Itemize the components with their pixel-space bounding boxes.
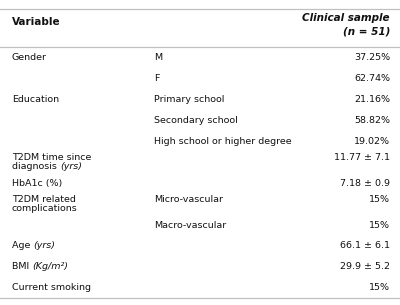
Text: Micro-vascular: Micro-vascular [154, 195, 223, 204]
Text: Secondary school: Secondary school [154, 116, 238, 125]
Text: Age: Age [12, 242, 33, 250]
Text: diagnosis: diagnosis [12, 163, 60, 171]
Text: (n = 51): (n = 51) [343, 27, 390, 37]
Text: M: M [154, 53, 162, 62]
Text: Education: Education [12, 95, 59, 104]
Text: 7.18 ± 0.9: 7.18 ± 0.9 [340, 179, 390, 188]
Text: 37.25%: 37.25% [354, 53, 390, 62]
Text: 66.1 ± 6.1: 66.1 ± 6.1 [340, 242, 390, 250]
Text: complications: complications [12, 204, 78, 213]
Text: 62.74%: 62.74% [354, 74, 390, 83]
Text: 15%: 15% [369, 283, 390, 292]
Text: Gender: Gender [12, 53, 47, 62]
Text: 19.02%: 19.02% [354, 137, 390, 146]
Text: (yrs): (yrs) [33, 242, 55, 250]
Text: T2DM time since: T2DM time since [12, 153, 91, 162]
Text: 58.82%: 58.82% [354, 116, 390, 125]
Text: T2DM related: T2DM related [12, 195, 76, 204]
Text: 29.9 ± 5.2: 29.9 ± 5.2 [340, 262, 390, 271]
Text: 15%: 15% [369, 221, 390, 230]
Text: (yrs): (yrs) [60, 163, 82, 171]
Text: Primary school: Primary school [154, 95, 224, 104]
Text: (Kg/m²): (Kg/m²) [32, 262, 68, 271]
Text: BMI: BMI [12, 262, 32, 271]
Text: 21.16%: 21.16% [354, 95, 390, 104]
Text: Current smoking: Current smoking [12, 283, 91, 292]
Text: High school or higher degree: High school or higher degree [154, 137, 292, 146]
Text: HbA1c (%): HbA1c (%) [12, 179, 62, 188]
Text: Variable: Variable [12, 17, 61, 27]
Text: Macro-vascular: Macro-vascular [154, 221, 226, 230]
Text: 15%: 15% [369, 195, 390, 204]
Text: Clinical sample: Clinical sample [302, 13, 390, 23]
Text: 11.77 ± 7.1: 11.77 ± 7.1 [334, 153, 390, 162]
Text: F: F [154, 74, 159, 83]
